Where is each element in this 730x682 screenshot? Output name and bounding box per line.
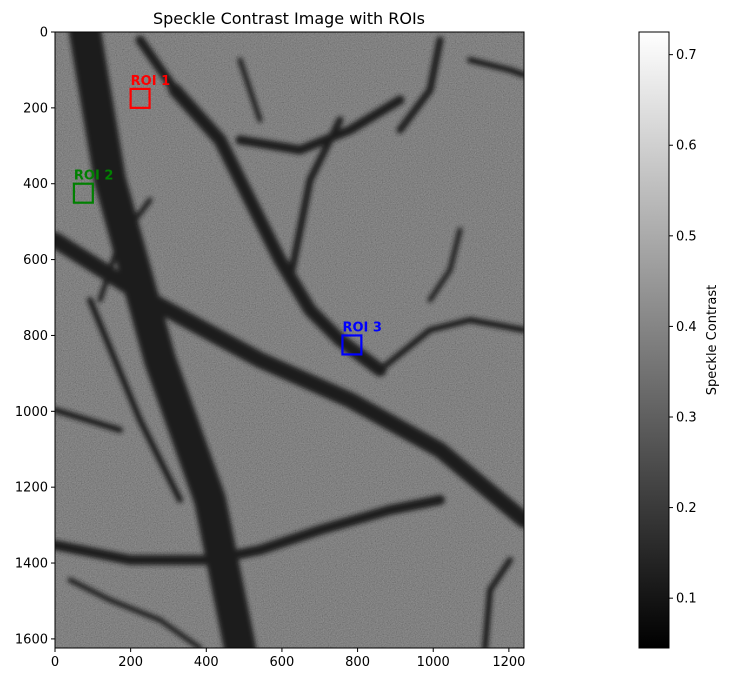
roi-box-3 [341, 334, 363, 356]
roi-layer: ROI 1 ROI 2 ROI 3 [72, 74, 382, 356]
colorbar-tick-label: 0.3 [676, 411, 697, 426]
x-tick-label: 1000 [417, 655, 450, 670]
colorbar-gradient [638, 31, 670, 649]
y-tick-label: 1000 [15, 405, 48, 420]
plot-frame [54, 31, 525, 649]
colorbar: 0.1 0.2 0.3 0.4 0.5 0.6 0.7 Speckle Contrast [638, 31, 720, 649]
y-tick-label: 1200 [15, 481, 48, 496]
blood-vessels [55, 32, 524, 648]
y-tick-label: 200 [23, 101, 48, 116]
x-tick-label: 400 [194, 655, 219, 670]
colorbar-tick-label: 0.5 [676, 229, 697, 244]
y-tick-label: 800 [23, 329, 48, 344]
colorbar-tick-label: 0.1 [676, 592, 697, 607]
colorbar-tick-label: 0.6 [676, 139, 697, 154]
colorbar-ticks: 0.1 0.2 0.3 0.4 0.5 0.6 0.7 [669, 48, 697, 607]
speckle-image [55, 32, 524, 648]
x-axis: 0 200 400 600 800 1000 1200 [51, 648, 525, 670]
colorbar-tick-label: 0.7 [676, 48, 697, 63]
y-tick-label: 1400 [15, 557, 48, 572]
roi-label-3: ROI 3 [342, 320, 381, 335]
colorbar-label: Speckle Contrast [705, 285, 720, 395]
x-tick-label: 600 [270, 655, 295, 670]
y-axis: 0 200 400 600 800 1000 1200 1400 1600 [15, 26, 55, 647]
roi-label-1: ROI 1 [131, 74, 170, 89]
x-tick-label: 200 [118, 655, 143, 670]
roi-box-2 [72, 182, 94, 204]
y-tick-label: 600 [23, 253, 48, 268]
y-tick-label: 400 [23, 177, 48, 192]
colorbar-tick-label: 0.2 [676, 501, 697, 516]
x-tick-label: 1200 [492, 655, 525, 670]
x-tick-label: 0 [51, 655, 59, 670]
x-tick-label: 800 [345, 655, 370, 670]
chart-title: Speckle Contrast Image with ROIs [153, 9, 425, 28]
colorbar-tick-label: 0.4 [676, 320, 697, 335]
roi-label-2: ROI 2 [74, 169, 113, 184]
y-tick-label: 1600 [15, 632, 48, 647]
y-tick-label: 0 [40, 26, 48, 41]
roi-box-1 [129, 87, 151, 109]
